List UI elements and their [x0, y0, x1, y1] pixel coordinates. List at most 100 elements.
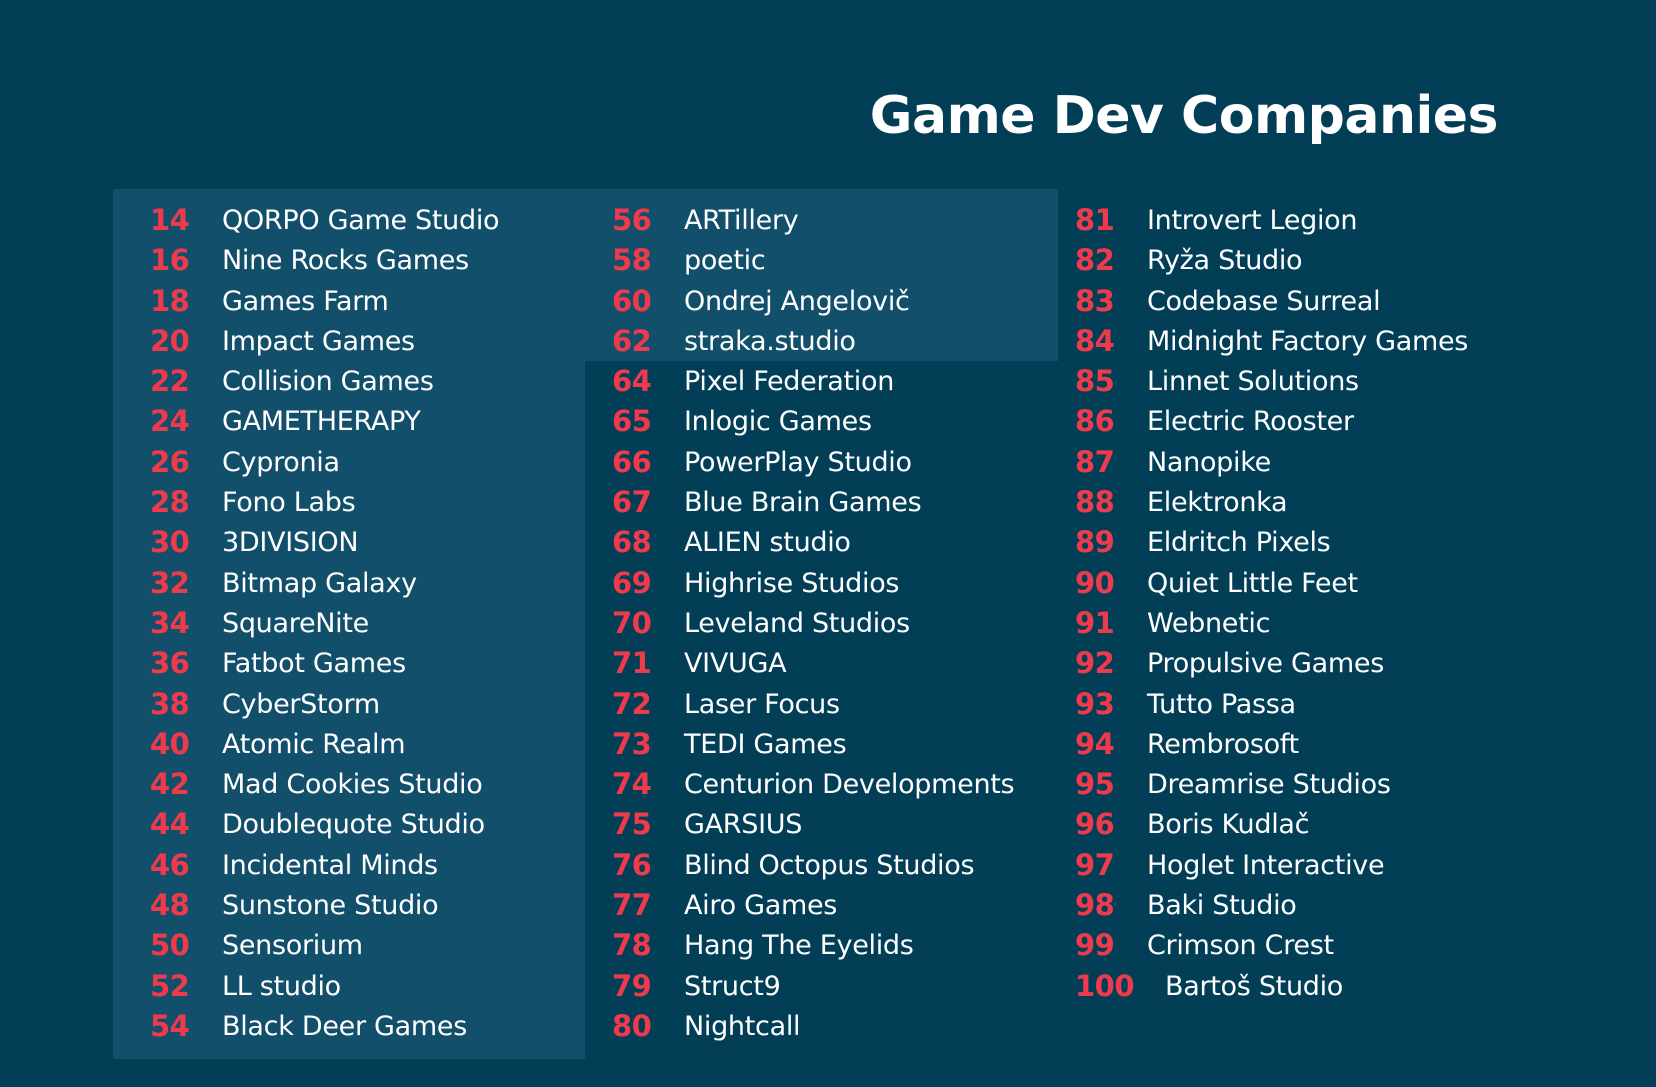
rank-number: 80	[612, 1008, 652, 1043]
rank-number: 58	[612, 243, 652, 278]
company-name: Hoglet Interactive	[1147, 849, 1385, 881]
company-name: Leveland Studios	[684, 607, 910, 639]
highlight-panel-middle-top	[585, 189, 1058, 361]
company-name: Crimson Crest	[1147, 930, 1334, 962]
company-name: Nightcall	[684, 1010, 801, 1042]
company-name: poetic	[684, 245, 766, 277]
rank-number: 85	[1075, 364, 1115, 399]
company-name: Hang The Eyelids	[684, 930, 914, 962]
company-name: Elektronka	[1147, 487, 1288, 519]
rank-number: 26	[150, 444, 190, 479]
company-name: Airo Games	[684, 890, 838, 922]
company-name: Eldritch Pixels	[1147, 527, 1331, 559]
company-name: GARSIUS	[684, 809, 803, 841]
rank-number: 24	[150, 404, 190, 439]
rank-number: 36	[150, 646, 190, 681]
rank-number: 90	[1075, 565, 1115, 600]
company-name: ALIEN studio	[684, 527, 851, 559]
rank-number: 98	[1075, 888, 1115, 923]
company-name: Dreamrise Studios	[1147, 769, 1391, 801]
rank-number: 84	[1075, 323, 1115, 358]
company-name: Mad Cookies Studio	[222, 769, 483, 801]
rank-number: 48	[150, 888, 190, 923]
rank-number: 40	[150, 726, 190, 761]
company-name: Incidental Minds	[222, 849, 438, 881]
company-name: Black Deer Games	[222, 1010, 467, 1042]
rank-number: 97	[1075, 847, 1115, 882]
rank-number: 87	[1075, 444, 1115, 479]
rank-number: 14	[150, 203, 190, 237]
company-name: ARTillery	[684, 205, 799, 236]
rank-number: 93	[1075, 686, 1115, 721]
rank-number: 89	[1075, 525, 1115, 560]
company-name: TEDI Games	[684, 728, 847, 760]
rank-number: 71	[612, 646, 652, 681]
rank-number: 69	[612, 565, 652, 600]
company-name: Inlogic Games	[684, 406, 872, 438]
rank-number: 42	[150, 767, 190, 802]
rank-number: 95	[1075, 767, 1115, 802]
rank-number: 30	[150, 525, 190, 560]
rank-number: 20	[150, 323, 190, 358]
company-name: PowerPlay Studio	[684, 446, 912, 478]
rank-number: 54	[150, 1008, 190, 1043]
rank-number: 81	[1075, 203, 1115, 237]
rank-number: 52	[150, 968, 190, 1003]
company-name: Codebase Surreal	[1147, 285, 1381, 317]
company-name: GAMETHERAPY	[222, 406, 421, 438]
company-name: Fono Labs	[222, 487, 356, 519]
company-name: Introvert Legion	[1147, 205, 1358, 236]
company-name: Blue Brain Games	[684, 487, 922, 519]
company-name: LL studio	[222, 970, 341, 1002]
rank-number: 88	[1075, 485, 1115, 520]
rank-number: 79	[612, 968, 652, 1003]
company-name: Ryža Studio	[1147, 245, 1303, 277]
rank-number: 34	[150, 605, 190, 640]
company-name: Nanopike	[1147, 446, 1271, 478]
company-name: Fatbot Games	[222, 648, 406, 680]
company-name: Ondrej Angelovič	[684, 285, 910, 317]
company-name: Baki Studio	[1147, 890, 1297, 922]
rank-number: 83	[1075, 283, 1115, 318]
company-name: Nine Rocks Games	[222, 245, 469, 277]
rank-number: 22	[150, 364, 190, 399]
rank-number: 68	[612, 525, 652, 560]
rank-number: 91	[1075, 605, 1115, 640]
rank-number: 32	[150, 565, 190, 600]
company-name: Webnetic	[1147, 607, 1271, 639]
company-name: 3DIVISION	[222, 527, 359, 559]
company-name: SquareNite	[222, 607, 369, 639]
company-name: Atomic Realm	[222, 728, 406, 760]
rank-number: 100	[1075, 968, 1135, 1003]
company-name: Bartoš Studio	[1165, 970, 1344, 1002]
rank-number: 99	[1075, 928, 1115, 963]
rank-number: 94	[1075, 726, 1115, 761]
rank-number: 82	[1075, 243, 1115, 278]
company-name: Sunstone Studio	[222, 890, 439, 922]
rank-number: 74	[612, 767, 652, 802]
rank-number: 92	[1075, 646, 1115, 681]
company-name: Games Farm	[222, 285, 389, 317]
rank-number: 60	[612, 283, 652, 318]
company-name: Electric Rooster	[1147, 406, 1354, 438]
company-name: Rembrosoft	[1147, 728, 1299, 760]
rank-number: 72	[612, 686, 652, 721]
company-name: VIVUGA	[684, 648, 787, 680]
company-name: Sensorium	[222, 930, 363, 962]
company-name: QORPO Game Studio	[222, 205, 500, 236]
rank-number: 70	[612, 605, 652, 640]
highlight-panel-left	[113, 189, 585, 1059]
rank-number: 38	[150, 686, 190, 721]
rank-number: 65	[612, 404, 652, 439]
rank-number: 46	[150, 847, 190, 882]
rank-number: 76	[612, 847, 652, 882]
rank-number: 18	[150, 283, 190, 318]
company-name: Pixel Federation	[684, 366, 895, 398]
rank-number: 73	[612, 726, 652, 761]
rank-number: 75	[612, 807, 652, 842]
company-name: Cypronia	[222, 446, 340, 478]
company-name: Highrise Studios	[684, 567, 900, 599]
company-name: Tutto Passa	[1147, 688, 1296, 720]
company-name: Midnight Factory Games	[1147, 325, 1469, 357]
page-title: Game Dev Companies	[869, 86, 1499, 146]
